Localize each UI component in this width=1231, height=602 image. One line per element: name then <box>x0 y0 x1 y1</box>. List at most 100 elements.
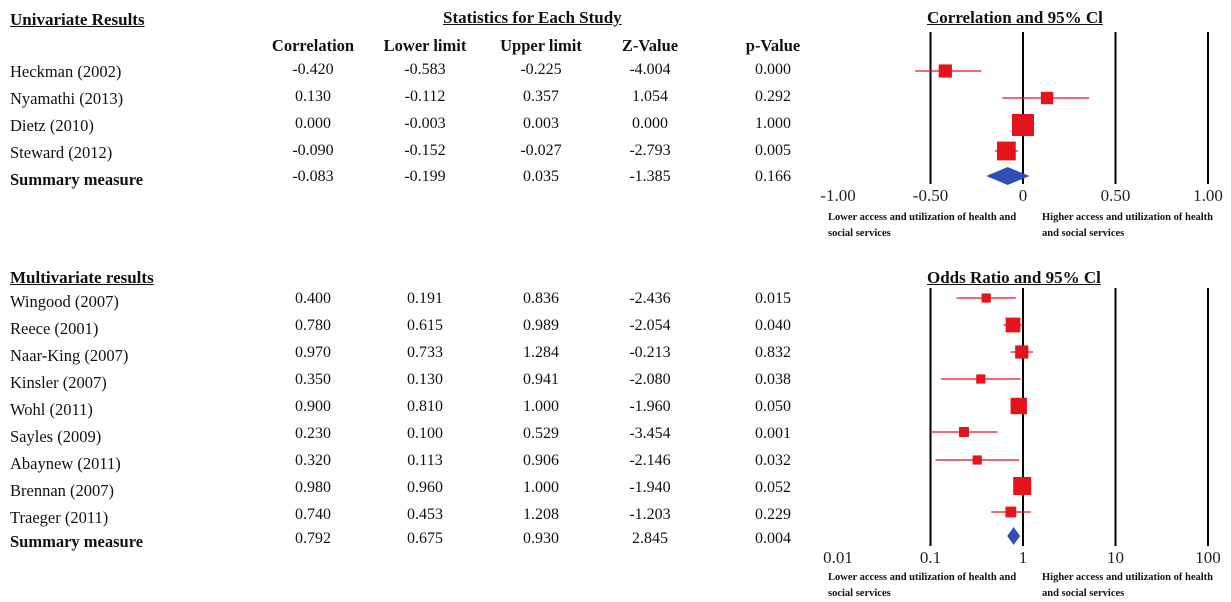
table-row-study: Brennan (2007) <box>10 481 115 500</box>
table-cell: 0.675 <box>407 530 443 547</box>
table-cell: 0.035 <box>523 168 559 185</box>
tick-label: 1 <box>1019 548 1028 567</box>
table-cell: -1.203 <box>629 506 671 523</box>
table-cell: -0.213 <box>629 344 671 361</box>
study-marker <box>996 141 1016 161</box>
table-cell: 0.810 <box>407 398 443 415</box>
tick-label: -0.50 <box>913 186 948 205</box>
table-cell: -0.420 <box>292 61 334 78</box>
table-cell: 0.113 <box>407 452 443 469</box>
table-row-study: Reece (2001) <box>10 319 99 338</box>
table-cell: 0.906 <box>523 452 559 469</box>
table-cell: -1.940 <box>629 479 671 496</box>
table-cell: -2.146 <box>629 452 671 469</box>
table-cell: 0.970 <box>295 344 331 361</box>
lower-access-note: Lower access and utilization of health a… <box>828 212 1017 239</box>
table-row-study: Abaynew (2011) <box>10 454 121 473</box>
table-cell: 0.780 <box>295 317 331 334</box>
table-cell: 1.284 <box>523 344 559 361</box>
table-cell: 0.000 <box>295 115 331 132</box>
table-cell: 0.230 <box>295 425 331 442</box>
col-header-z-value: Z-Value <box>621 36 679 55</box>
table-cell: 0.005 <box>755 142 791 159</box>
table-cell: 0.989 <box>523 317 559 334</box>
table-cell: 0.032 <box>755 452 791 469</box>
statistics-title: Statistics for Each Study <box>443 8 622 27</box>
table-cell: -2.436 <box>629 290 671 307</box>
table-cell: 0.832 <box>755 344 791 361</box>
tick-label: 10 <box>1107 548 1124 567</box>
table-cell: 0.980 <box>295 479 331 496</box>
table-cell: 0.130 <box>407 371 443 388</box>
summary-diamond <box>1007 527 1021 545</box>
table-cell: 0.615 <box>407 317 443 334</box>
table-cell: 1.208 <box>523 506 559 523</box>
summary-row-label: Summary measure <box>10 532 144 551</box>
table-cell: 0.930 <box>523 530 559 547</box>
univariate-section-title: Univariate Results <box>10 10 145 29</box>
table-cell: -0.583 <box>404 61 446 78</box>
odds-ratio-forest-plot: 0.01 0.1 1 10 100 <box>823 288 1221 567</box>
study-marker <box>938 64 952 78</box>
table-cell: -1.960 <box>629 398 671 415</box>
table-row-study: Sayles (2009) <box>10 427 102 446</box>
table-cell: 0.001 <box>755 425 791 442</box>
table-cell: 0.004 <box>755 530 791 547</box>
study-marker <box>1005 317 1021 333</box>
table-cell: 0.941 <box>523 371 559 388</box>
table-cell: 0.038 <box>755 371 791 388</box>
table-row-study: Heckman (2002) <box>10 62 122 81</box>
table-cell: -0.090 <box>292 142 334 159</box>
table-cell: -2.080 <box>629 371 671 388</box>
study-marker <box>1005 506 1017 518</box>
table-cell: 1.000 <box>523 479 559 496</box>
higher-access-note: Higher access and utilization of health … <box>1042 572 1214 599</box>
table-cell: 0.052 <box>755 479 791 496</box>
table-cell: 0.015 <box>755 290 791 307</box>
study-marker <box>1015 345 1029 359</box>
table-cell: 0.836 <box>523 290 559 307</box>
table-cell: 0.130 <box>295 88 331 105</box>
table-cell: -0.083 <box>292 168 334 185</box>
tick-label: 100 <box>1195 548 1221 567</box>
table-cell: 1.000 <box>523 398 559 415</box>
table-cell: 0.900 <box>295 398 331 415</box>
table-cell: -3.454 <box>629 425 671 442</box>
tick-label: 1.00 <box>1193 186 1223 205</box>
table-cell: 0.003 <box>523 115 559 132</box>
study-marker <box>958 427 969 437</box>
table-cell: -0.112 <box>404 88 446 105</box>
lower-access-note: Lower access and utilization of health a… <box>828 572 1017 599</box>
table-cell: -2.054 <box>629 317 671 334</box>
table-row-study: Dietz (2010) <box>10 116 94 135</box>
higher-access-note: Higher access and utilization of health … <box>1042 212 1214 239</box>
table-cell: -0.152 <box>404 142 446 159</box>
table-cell: -1.385 <box>629 168 671 185</box>
tick-label: -1.00 <box>820 186 855 205</box>
table-cell: 0.229 <box>755 506 791 523</box>
table-cell: -4.004 <box>629 61 671 78</box>
table-cell: 0.050 <box>755 398 791 415</box>
study-marker <box>1012 114 1034 136</box>
table-row-study: Wingood (2007) <box>10 292 119 311</box>
table-cell: 2.845 <box>632 530 668 547</box>
study-marker <box>972 455 982 465</box>
table-cell: 0.740 <box>295 506 331 523</box>
col-header-upper-limit: Upper limit <box>500 36 582 55</box>
table-cell: -0.027 <box>520 142 562 159</box>
table-cell: 0.292 <box>755 88 791 105</box>
table-cell: -0.003 <box>404 115 446 132</box>
tick-label: 0.50 <box>1101 186 1131 205</box>
table-cell: 0.529 <box>523 425 559 442</box>
tick-label: 0 <box>1019 186 1028 205</box>
table-cell: 0.166 <box>755 168 791 185</box>
table-row-study: Steward (2012) <box>10 143 113 162</box>
table-cell: 0.733 <box>407 344 443 361</box>
table-cell: 0.040 <box>755 317 791 334</box>
table-row-study: Wohl (2011) <box>10 400 93 419</box>
table-cell: 0.000 <box>632 115 668 132</box>
odds-ratio-plot-title: Odds Ratio and 95% Cl <box>927 268 1101 287</box>
table-row-study: Traeger (2011) <box>10 508 109 527</box>
tick-label: 0.01 <box>823 548 853 567</box>
